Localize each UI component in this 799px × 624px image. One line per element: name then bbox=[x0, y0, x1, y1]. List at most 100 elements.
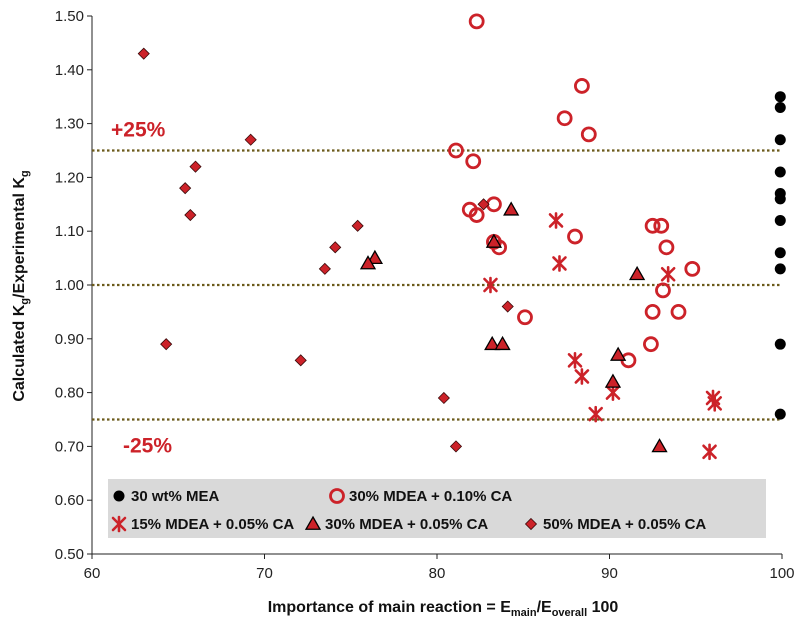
legend-marker bbox=[524, 517, 538, 531]
data-point bbox=[670, 303, 687, 320]
legend-label: 50% MDEA + 0.05% CA bbox=[543, 516, 706, 533]
data-point bbox=[189, 160, 202, 173]
data-point bbox=[644, 217, 661, 234]
x-tick-label: 90 bbox=[601, 565, 618, 582]
data-points bbox=[137, 13, 786, 461]
series-30-mdea-0-05-ca bbox=[359, 201, 668, 453]
plus-25-label: +25% bbox=[111, 119, 166, 142]
data-point bbox=[351, 219, 364, 232]
data-point bbox=[468, 207, 485, 223]
data-point bbox=[366, 249, 384, 265]
data-point bbox=[774, 101, 786, 113]
legend-marker bbox=[329, 488, 345, 504]
data-point bbox=[604, 373, 622, 388]
data-point bbox=[774, 134, 786, 146]
data-point bbox=[774, 338, 786, 350]
data-point bbox=[574, 78, 590, 94]
y-tick-label: 0.90 bbox=[55, 331, 84, 348]
data-point bbox=[628, 265, 646, 281]
y-tick-label: 0.80 bbox=[55, 385, 84, 402]
data-point bbox=[548, 212, 564, 229]
legend-marker bbox=[304, 515, 322, 530]
legend-label: 30% MDEA + 0.10% CA bbox=[349, 488, 512, 505]
y-tick-label: 1.10 bbox=[55, 223, 84, 240]
data-point bbox=[653, 217, 670, 234]
data-point bbox=[684, 260, 701, 277]
x-axis-title: Importance of main reaction = Emain/Eove… bbox=[268, 599, 619, 619]
data-point bbox=[484, 335, 501, 351]
data-point bbox=[567, 228, 583, 245]
y-tick-label: 1.20 bbox=[55, 169, 84, 186]
data-point bbox=[651, 438, 668, 453]
data-point bbox=[774, 91, 786, 103]
legend-label: 15% MDEA + 0.05% CA bbox=[131, 516, 294, 533]
data-point bbox=[774, 408, 786, 420]
data-point bbox=[437, 391, 450, 405]
series-30-wt-mea bbox=[774, 91, 786, 420]
data-point bbox=[517, 309, 533, 326]
y-tick-label: 1.00 bbox=[55, 277, 84, 294]
legend-box bbox=[108, 479, 766, 538]
y-tick-label: 1.30 bbox=[55, 116, 84, 133]
data-point bbox=[485, 233, 503, 248]
data-point bbox=[556, 110, 573, 127]
y-axis-title: Calculated Kg/Experimental Kg bbox=[11, 170, 31, 401]
data-point bbox=[137, 47, 150, 60]
y-tick-label: 1.40 bbox=[55, 62, 84, 79]
data-point bbox=[329, 241, 342, 254]
legend-background bbox=[108, 479, 766, 538]
data-point bbox=[501, 300, 514, 313]
data-point bbox=[244, 133, 257, 146]
legend-item: 15% MDEA + 0.05% CA bbox=[111, 515, 294, 533]
data-point bbox=[494, 335, 511, 351]
data-point bbox=[477, 198, 490, 211]
data-point bbox=[643, 336, 659, 353]
data-point bbox=[655, 282, 671, 299]
minus-25-label: -25% bbox=[123, 435, 172, 458]
y-tick-label: 0.60 bbox=[55, 492, 84, 509]
data-point bbox=[294, 354, 307, 367]
data-point bbox=[359, 255, 377, 270]
legend: 30 wt% MEA 30% MDEA + 0.10% CA 15% MDEA + … bbox=[111, 488, 706, 533]
data-point bbox=[448, 142, 464, 159]
x-tick-label: 100 bbox=[769, 565, 794, 582]
data-point bbox=[610, 346, 627, 361]
data-point bbox=[318, 262, 331, 275]
x-tick-label: 70 bbox=[256, 565, 273, 582]
data-point bbox=[774, 247, 786, 259]
legend-marker bbox=[111, 515, 127, 533]
data-point bbox=[774, 214, 786, 226]
y-tick-label: 0.50 bbox=[55, 546, 84, 563]
data-point bbox=[707, 395, 723, 412]
data-point bbox=[468, 13, 485, 30]
data-point bbox=[702, 443, 717, 461]
data-point bbox=[774, 166, 786, 178]
data-point bbox=[588, 405, 604, 423]
data-point bbox=[160, 338, 173, 351]
axes: 0.50 0.60 0.70 0.80 0.90 1.00 1.10 1.20 1.30 1.40… bbox=[55, 8, 795, 582]
data-point bbox=[567, 352, 583, 369]
data-point bbox=[574, 368, 590, 385]
data-point bbox=[658, 239, 675, 256]
data-point bbox=[483, 276, 498, 294]
y-tick-label: 0.70 bbox=[55, 438, 84, 455]
data-point bbox=[179, 182, 192, 195]
data-point bbox=[660, 265, 676, 283]
data-point bbox=[774, 188, 786, 200]
y-tick-label: 1.50 bbox=[55, 8, 84, 25]
series-15-mdea-0-05-ca bbox=[483, 212, 723, 461]
legend-item: 50% MDEA + 0.05% CA bbox=[524, 516, 706, 533]
data-point bbox=[465, 153, 482, 170]
series-50-mdea-0-05-ca bbox=[137, 47, 514, 453]
legend-label: 30 wt% MEA bbox=[131, 488, 220, 505]
series-30-mdea-0-10-ca bbox=[448, 13, 701, 369]
data-point bbox=[644, 303, 661, 320]
data-point bbox=[605, 384, 621, 401]
x-tick-label: 60 bbox=[84, 565, 101, 582]
data-point bbox=[503, 201, 520, 216]
data-point bbox=[774, 263, 786, 275]
data-point bbox=[580, 126, 597, 143]
legend-item: 30 wt% MEA bbox=[113, 488, 220, 505]
data-point bbox=[184, 208, 197, 222]
